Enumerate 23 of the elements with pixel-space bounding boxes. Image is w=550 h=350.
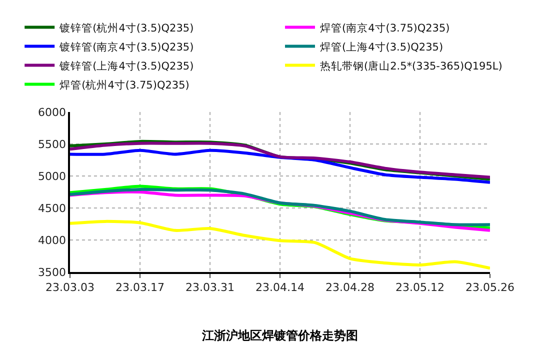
legend-label: 镀锌管(上海4寸(3.5)Q235) (58, 59, 194, 72)
y-tick-label: 4000 (38, 234, 66, 247)
x-tick-label: 23.04.28 (326, 280, 374, 294)
x-tick-label: 23.03.03 (46, 280, 94, 294)
x-tick-label: 23.04.14 (256, 280, 304, 294)
legend-label: 焊管(上海4寸(3.5)Q235) (320, 40, 444, 54)
legend-label: 焊管(南京4寸(3.75)Q235) (320, 21, 450, 34)
x-tick-label: 23.03.31 (186, 280, 234, 294)
x-tick-label: 23.05.26 (466, 280, 514, 294)
legend-label: 热轧带钢(唐山2.5*(335-365)Q195L) (320, 59, 502, 72)
y-tick-label: 3500 (38, 266, 66, 279)
y-tick-label: 5000 (38, 170, 66, 183)
legend-label: 镀锌管(南京4寸(3.5)Q235) (58, 40, 194, 54)
y-tick-label: 6000 (38, 106, 66, 119)
legend-label: 焊管(杭州4寸(3.75)Q235) (60, 78, 190, 92)
text: 江浙沪地区焊镀管价格走势图 (201, 328, 358, 342)
x-tick-label: 23.05.12 (396, 280, 444, 294)
legend-label: 镀锌管(杭州4寸(3.5)Q235) (58, 21, 194, 34)
y-tick-label: 5500 (38, 138, 66, 151)
y-tick-label: 4500 (38, 202, 66, 215)
line-series (70, 148, 490, 184)
x-tick-label: 23.03.17 (116, 280, 164, 294)
line-series (70, 220, 490, 270)
